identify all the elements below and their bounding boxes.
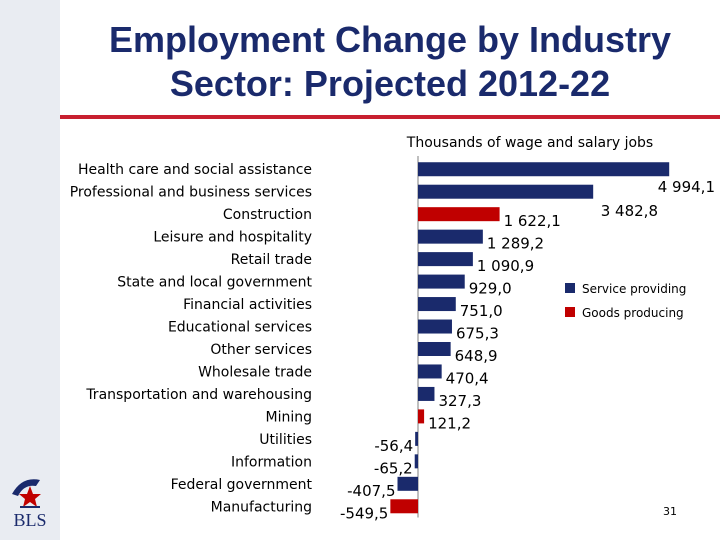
data-label: -56,4 bbox=[374, 437, 413, 455]
category-label: Transportation and warehousing bbox=[85, 387, 312, 403]
data-label: 327,3 bbox=[438, 392, 481, 410]
bar bbox=[418, 184, 594, 199]
bar bbox=[418, 386, 435, 401]
bar bbox=[418, 341, 451, 356]
data-label: 1 289,2 bbox=[487, 235, 544, 253]
bar bbox=[414, 454, 418, 469]
category-label: Financial activities bbox=[183, 297, 312, 313]
chart-title: Thousands of wage and salary jobs bbox=[406, 135, 653, 151]
bar bbox=[418, 252, 473, 267]
bar bbox=[418, 274, 465, 289]
data-label: 4 994,1 bbox=[658, 178, 715, 196]
logo-star-icon bbox=[19, 486, 41, 507]
data-label: 675,3 bbox=[456, 325, 499, 343]
slide-title: Employment Change by Industry Sector: Pr… bbox=[60, 18, 720, 106]
bar bbox=[418, 297, 456, 312]
category-label: State and local government bbox=[117, 275, 312, 291]
data-label: -407,5 bbox=[347, 482, 395, 500]
category-label: Utilities bbox=[259, 432, 312, 448]
bar bbox=[418, 207, 500, 222]
left-band bbox=[0, 0, 60, 540]
bar bbox=[390, 499, 418, 514]
title-line-2: Sector: Projected 2012-22 bbox=[169, 63, 611, 104]
category-label: Federal government bbox=[171, 477, 313, 493]
logo-text: BLS bbox=[13, 510, 46, 530]
category-label: Retail trade bbox=[231, 252, 312, 268]
data-label: 929,0 bbox=[469, 280, 512, 298]
logo-swoosh-icon bbox=[12, 479, 40, 496]
data-label: 470,4 bbox=[446, 369, 489, 387]
category-label: Professional and business services bbox=[70, 185, 312, 201]
data-label: -549,5 bbox=[340, 504, 388, 522]
category-label: Mining bbox=[266, 409, 313, 425]
legend-swatch-goods bbox=[565, 307, 575, 317]
legend-swatch-service bbox=[565, 283, 575, 293]
bar bbox=[397, 476, 418, 491]
data-label: 751,0 bbox=[460, 302, 503, 320]
data-label: 1 090,9 bbox=[477, 257, 534, 275]
data-label: -65,2 bbox=[374, 459, 413, 477]
bar bbox=[415, 431, 418, 446]
category-label: Construction bbox=[223, 207, 312, 223]
legend-label-service: Service providing bbox=[582, 282, 686, 296]
data-label: 3 482,8 bbox=[601, 202, 658, 220]
bar bbox=[418, 364, 442, 379]
data-label: 648,9 bbox=[455, 347, 498, 365]
bar bbox=[418, 162, 670, 177]
data-label: 121,2 bbox=[428, 414, 471, 432]
title-divider bbox=[60, 115, 720, 119]
category-label: Other services bbox=[210, 342, 312, 358]
bar bbox=[418, 229, 483, 244]
category-label: Educational services bbox=[168, 320, 312, 336]
data-label: 1 622,1 bbox=[504, 212, 561, 230]
category-label: Manufacturing bbox=[211, 499, 312, 515]
slide-number: 31 bbox=[663, 505, 677, 518]
bar bbox=[418, 319, 452, 334]
bar bbox=[418, 409, 425, 424]
title-line-1: Employment Change by Industry bbox=[108, 19, 672, 60]
legend-label-goods: Goods producing bbox=[582, 306, 684, 320]
bls-logo: BLS bbox=[12, 479, 47, 530]
category-label: Leisure and hospitality bbox=[153, 230, 312, 246]
category-label: Information bbox=[231, 454, 312, 470]
category-label: Wholesale trade bbox=[198, 364, 312, 380]
category-label: Health care and social assistance bbox=[78, 162, 312, 178]
